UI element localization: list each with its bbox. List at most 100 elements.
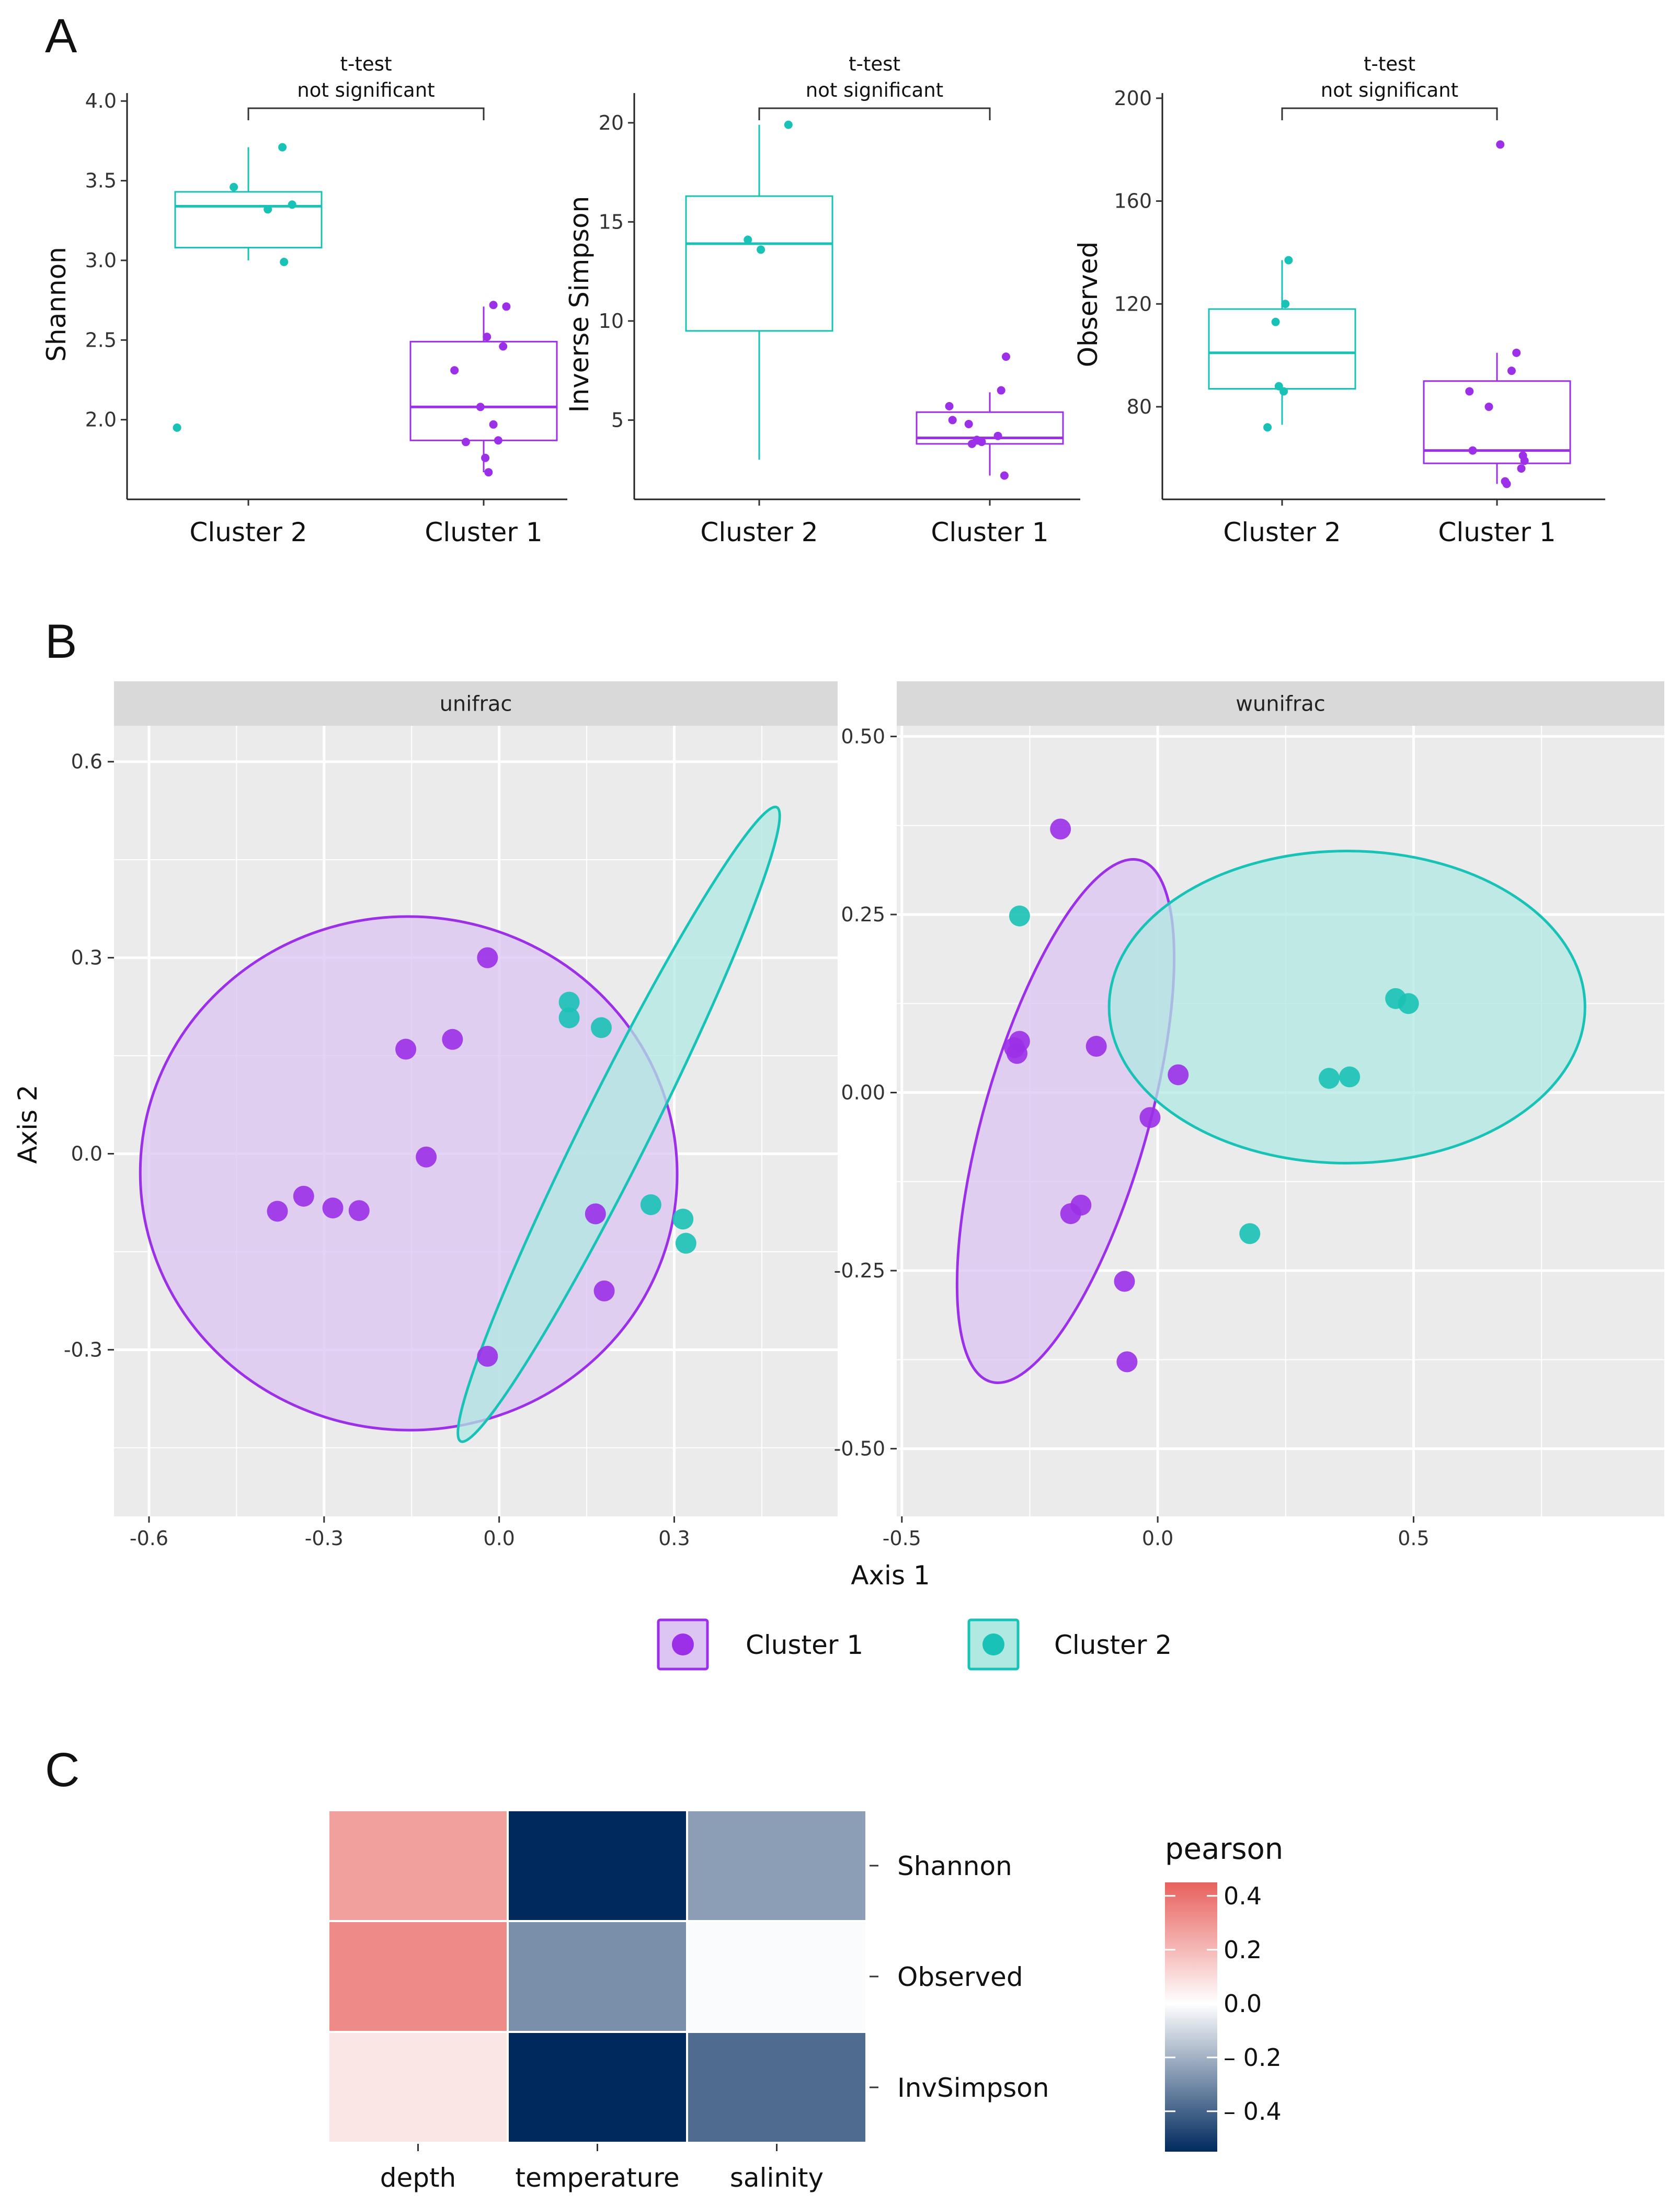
data-point-cluster-1 [1050,818,1071,840]
y-tick-label: 3.5 [85,169,117,192]
data-point-cluster-2 [1263,423,1272,432]
y-tick-label: 0.6 [71,750,102,773]
significance-bracket [1281,107,1498,120]
data-point-cluster-1 [1512,348,1521,357]
data-point-cluster-1 [483,333,492,341]
data-point-cluster-1 [585,1203,606,1225]
data-point-cluster-1 [502,302,511,311]
boxplot-observed: 80 120 160 200 Cluster 2 Cluster 1 Observed t-t… [1073,53,1605,547]
data-point-cluster-1 [477,1345,498,1367]
facet-strip [897,681,1664,726]
colorbar-tick-label: 0.4 [1224,1882,1262,1910]
ordination-y-axis-label: Axis 2 [13,1084,43,1163]
colorbar-tick-label: 0.0 [1224,1990,1262,2018]
heatmap: Shannon Observed InvSimpson depth temperatur… [329,1811,1049,2193]
x-tick-label-cluster-1: Cluster 1 [425,517,542,547]
data-point-cluster-1 [489,301,498,310]
ordination-wunifrac: wunifrac -0.5 0.0 0.5 -0.50 -0.25 0.00 0.25 0.50 [834,681,1664,1550]
ellipse-cluster-2 [456,805,781,1443]
x-tick-label: -0.5 [883,1527,921,1550]
data-point-cluster-2 [1009,905,1030,927]
significance-test-label: t-test [340,53,392,75]
data-point-cluster-2 [288,200,296,209]
x-tick-label-cluster-2: Cluster 2 [700,517,818,547]
y-tick-label: -0.50 [834,1437,885,1460]
data-point-cluster-1 [450,366,459,375]
data-point-cluster-1 [416,1146,437,1168]
data-point-cluster-2 [1284,256,1293,265]
data-point-cluster-2 [1239,1223,1261,1244]
data-point-cluster-2 [1339,1066,1361,1088]
significance-test-label: t-test [1364,53,1415,75]
data-point-cluster-1 [1116,1351,1138,1373]
significance-test-label: t-test [849,53,900,75]
significance-result-label: not significant [806,79,943,101]
data-point-cluster-1 [1496,140,1505,149]
data-point-cluster-1 [293,1185,314,1207]
colorbar-title: pearson [1165,1832,1283,1866]
data-point-cluster-2 [757,245,765,254]
data-point-cluster-1 [1517,464,1526,473]
data-point-cluster-1 [348,1200,370,1221]
legend-marker-cluster-2 [982,1633,1004,1655]
data-point-cluster-2 [1398,993,1419,1014]
y-tick-label: 15 [599,210,624,233]
data-point-cluster-2 [558,1007,580,1029]
ellipse-cluster-2 [1107,850,1586,1165]
data-point-cluster-2 [278,143,287,152]
facet-strip-label: wunifrac [1236,692,1325,716]
data-point-cluster-1 [1168,1064,1189,1086]
ordination-x-axis-label: Axis 1 [851,1560,930,1591]
heatmap-cell-invsimpson-salinity [688,2033,865,2142]
data-point-cluster-1 [1114,1271,1135,1292]
data-point-cluster-2 [590,1017,612,1038]
data-point-cluster-1 [1070,1194,1092,1216]
data-point-cluster-1 [461,438,470,447]
data-point-cluster-1 [481,453,490,462]
y-tick-label: 4.0 [85,89,117,112]
y-tick-label: 2.5 [85,328,117,351]
data-point-cluster-2 [230,182,238,191]
boxplot-inverse-simpson: 5 10 15 20 Cluster 2 Cluster 1 Inverse Simpson… [564,53,1080,547]
data-point-cluster-1 [1484,402,1493,411]
y-tick-label: 200 [1114,87,1152,110]
data-point-cluster-1 [442,1029,463,1050]
data-point-cluster-1 [1139,1107,1161,1128]
data-point-cluster-2 [280,257,289,266]
data-point-cluster-2 [1281,300,1290,309]
data-point-cluster-1 [489,420,498,429]
row-label-shannon: Shannon [897,1851,1012,1881]
colorbar-tick-label: 0.2 [1224,1936,1262,1964]
ordination-unifrac: unifrac -0.6 -0.3 0.0 0.3 -0.3 0.0 0.3 0.6 [64,681,838,1550]
data-point-cluster-2 [784,120,793,129]
colorbar-tick-label: – 0.4 [1224,2097,1282,2126]
data-point-cluster-2 [672,1208,694,1230]
data-point-cluster-1 [997,386,1005,395]
column-label-temperature: temperature [515,2163,679,2193]
legend-label-cluster-2: Cluster 2 [1054,1630,1172,1660]
box-cluster-1 [409,340,558,441]
heatmap-cell-invsimpson-depth [329,2033,507,2142]
y-tick-label: 120 [1114,292,1152,315]
data-point-cluster-2 [675,1232,696,1254]
data-point-cluster-1 [484,468,493,477]
data-point-cluster-2 [558,991,580,1013]
box-cluster-2 [174,191,323,249]
y-tick-label: 0.3 [71,946,102,969]
data-point-cluster-1 [499,342,508,351]
x-tick-label-cluster-2: Cluster 2 [189,517,307,547]
data-point-cluster-1 [1085,1035,1107,1057]
data-point-cluster-1 [948,416,957,425]
x-tick-label: 0.0 [1142,1527,1173,1550]
heatmap-cell-shannon-temperature [509,1811,686,1920]
x-tick-label: -0.3 [305,1527,344,1550]
panel-letter-a: A [45,9,77,63]
data-point-cluster-2 [1318,1068,1340,1089]
y-tick-label: 5 [611,408,624,431]
y-tick-label: 20 [599,111,624,134]
y-axis-label-inverse-simpson: Inverse Simpson [564,196,595,413]
data-point-cluster-2 [744,235,752,244]
data-point-cluster-1 [993,431,1002,440]
data-point-cluster-1 [593,1280,615,1301]
significance-result-label: not significant [1321,79,1458,101]
